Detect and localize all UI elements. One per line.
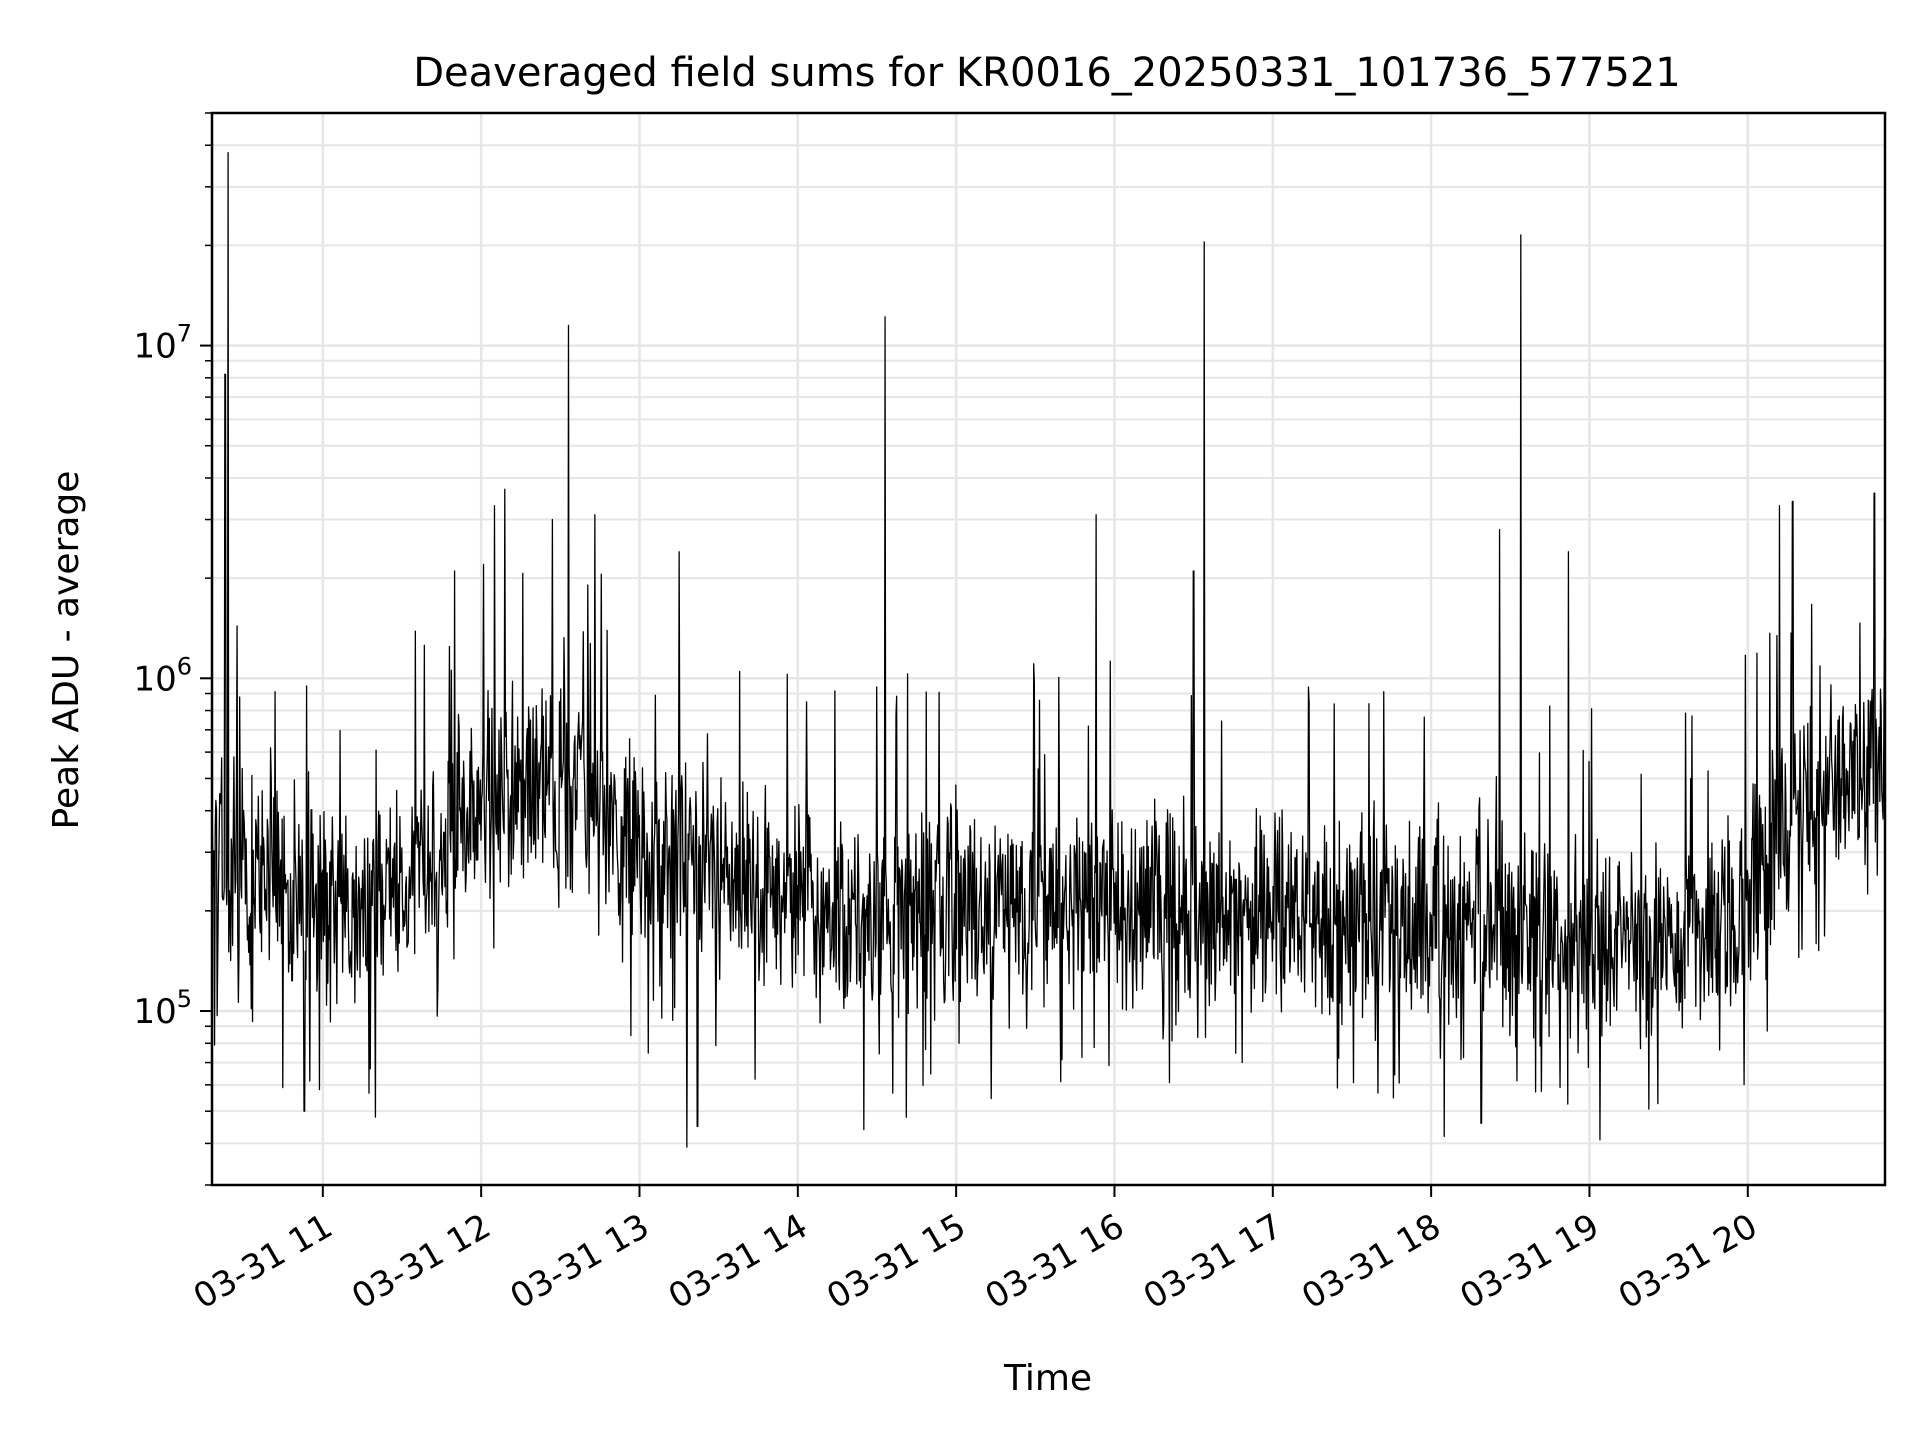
x-axis-label: Time [1003,1358,1092,1399]
x-tick-label: 03-31 17 [1137,1206,1289,1317]
series-line [211,152,1886,1148]
plot-frame [210,111,1887,1187]
chart-title: Deaveraged field sums for KR0016_2025033… [413,50,1681,96]
x-tick-label: 03-31 18 [1295,1206,1447,1317]
x-tick-label: 03-31 13 [504,1206,656,1317]
y-tick-label: 106 [133,652,192,699]
x-tick-label: 03-31 12 [345,1206,497,1317]
x-tick-label: 03-31 16 [979,1206,1131,1317]
x-tick-label: 03-31 15 [820,1206,972,1317]
y-axis-label: Peak ADU - average [46,471,87,830]
x-tick-label: 03-31 19 [1454,1206,1606,1317]
x-axis: 03-31 11 03-31 12 03-31 13 03-31 14 03-31 15… [187,1185,1764,1317]
x-tick-label: 03-31 11 [187,1206,339,1317]
grid [212,112,1885,1186]
y-tick-label: 107 [133,320,192,367]
x-tick-label: 03-31 14 [662,1206,814,1317]
y-tick-label: 105 [133,985,192,1032]
x-tick-label: 03-31 20 [1612,1206,1764,1317]
y-axis: 105 106 107 [133,112,212,1186]
